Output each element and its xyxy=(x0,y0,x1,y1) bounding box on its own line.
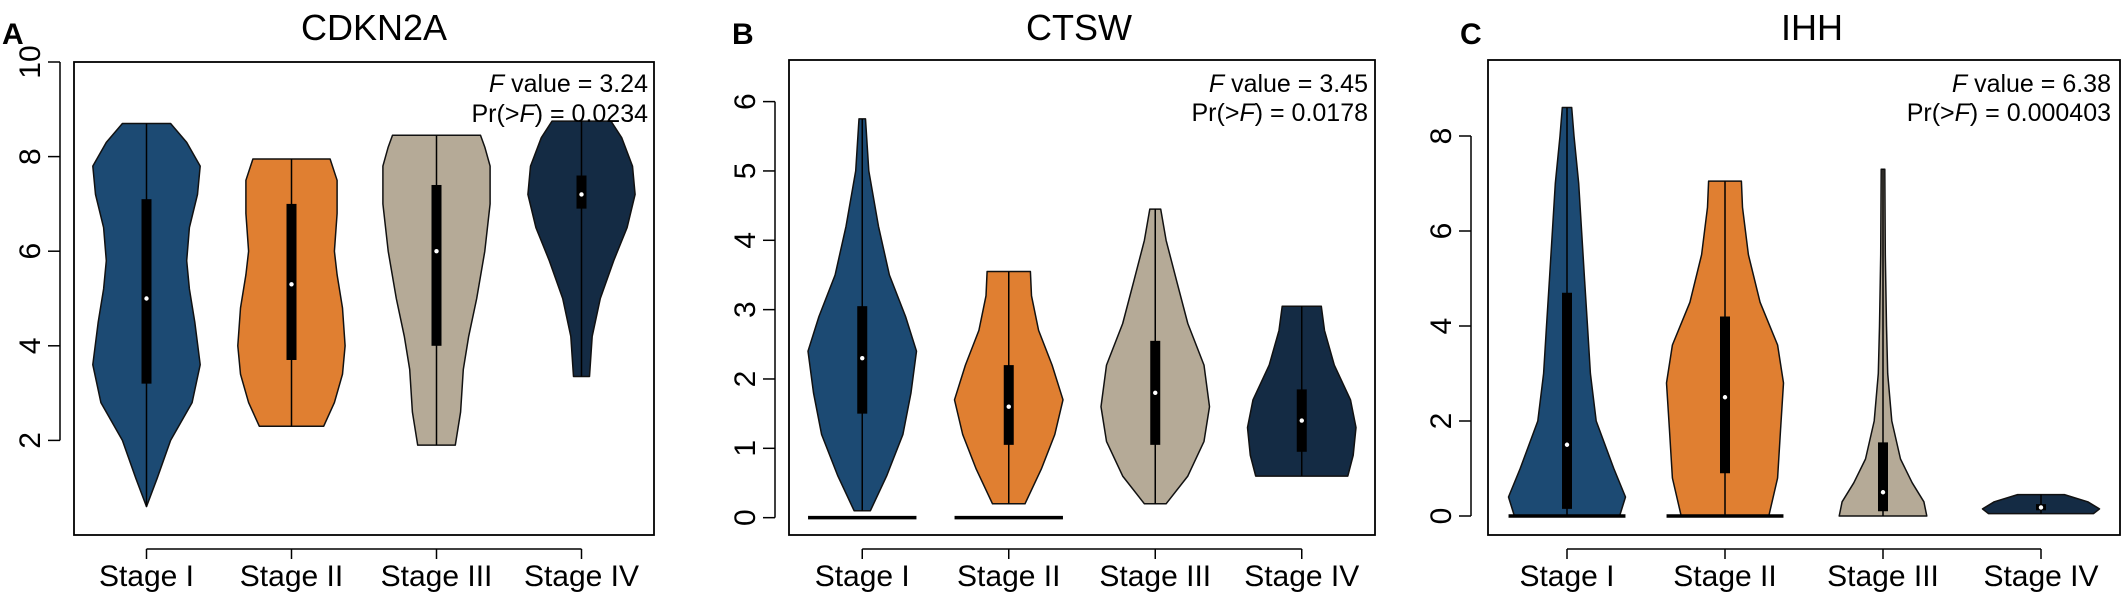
violin-iqr-box xyxy=(286,203,297,360)
violin-iqr-box xyxy=(1720,316,1730,474)
x-tick-label: Stage I xyxy=(99,560,194,593)
violin-median-point xyxy=(1299,418,1304,423)
f-value-annotation: F value = 6.38 xyxy=(1952,70,2111,98)
violin-iqr-box xyxy=(576,175,587,209)
violin-median-point xyxy=(2038,505,2044,510)
violin-median-point xyxy=(144,296,149,301)
plot-frame xyxy=(1487,59,2121,536)
panel-letter: A xyxy=(2,18,24,51)
violin-median-point xyxy=(1564,442,1570,447)
x-tick-label: Stage IV xyxy=(1244,560,1359,593)
y-tick-label: 2 xyxy=(14,432,47,449)
violin-median-point xyxy=(1153,390,1158,396)
f-value-annotation: F value = 3.24 xyxy=(489,70,648,98)
x-tick-label: Stage III xyxy=(1099,560,1211,593)
y-tick-label: 3 xyxy=(729,301,762,318)
violin-median-point xyxy=(289,282,294,287)
x-tick-label: Stage IV xyxy=(1983,560,2098,593)
y-tick-label: 8 xyxy=(14,148,47,165)
chart-title: CTSW xyxy=(1026,7,1132,48)
y-tick-label: 4 xyxy=(14,337,47,354)
violin-median-point xyxy=(434,249,439,254)
y-tick-label: 0 xyxy=(1425,508,1458,525)
chart-panel-a: A CDKN2A 2 4 6 8 10 Stage I Stage II Stage III Sta… xyxy=(2,7,655,593)
y-tick-label: 5 xyxy=(729,163,762,180)
y-tick-label: 6 xyxy=(729,93,762,110)
y-tick-label: 6 xyxy=(14,243,47,260)
y-tick-label: 8 xyxy=(1425,128,1458,145)
x-tick-label: Stage I xyxy=(1519,560,1614,593)
x-tick-label: Stage II xyxy=(957,560,1060,593)
plot-frame xyxy=(788,59,1376,536)
y-tick-label: 0 xyxy=(729,509,762,526)
chart-title: CDKN2A xyxy=(301,7,447,48)
x-tick-label: Stage III xyxy=(1827,560,1939,593)
violin-median-point xyxy=(1006,404,1011,409)
y-tick-label: 10 xyxy=(14,45,47,78)
p-value-annotation: Pr(>F) = 0.0178 xyxy=(1192,99,1369,127)
plot-frame xyxy=(73,61,655,536)
chart-panel-c: C IHH 0 2 4 6 8 Stage I Stage II Stage III Stage I… xyxy=(1425,7,2121,593)
y-tick-label: 4 xyxy=(1425,318,1458,335)
x-tick-label: Stage IV xyxy=(524,560,639,593)
x-tick-label: Stage II xyxy=(240,560,343,593)
y-tick-label: 6 xyxy=(1425,223,1458,240)
violin-median-point xyxy=(1880,490,1886,495)
violin-median-point xyxy=(579,192,584,197)
violin-iqr-box xyxy=(431,184,442,346)
chart-panel-b: B CTSW 0 1 2 3 4 5 6 Stage I Stage II Stage III Stag… xyxy=(729,7,1376,593)
violin-median-point xyxy=(1722,395,1728,400)
violin-median-point xyxy=(860,355,865,361)
y-tick-label: 2 xyxy=(1425,413,1458,430)
y-tick-label: 4 xyxy=(729,232,762,249)
panel-letter: B xyxy=(732,18,754,51)
y-tick-label: 1 xyxy=(729,440,762,457)
panel-letter: C xyxy=(1460,18,1482,51)
violin-iqr-box xyxy=(1878,442,1888,512)
x-tick-label: Stage II xyxy=(1673,560,1776,593)
x-tick-label: Stage I xyxy=(815,560,910,593)
violin-iqr-box xyxy=(141,199,152,384)
p-value-annotation: Pr(>F) = 0.0234 xyxy=(472,100,649,128)
p-value-annotation: Pr(>F) = 0.000403 xyxy=(1907,99,2111,127)
chart-title: IHH xyxy=(1781,7,1843,48)
violin-iqr-box xyxy=(1562,292,1572,509)
x-tick-label: Stage III xyxy=(381,560,493,593)
y-tick-label: 2 xyxy=(729,371,762,388)
f-value-annotation: F value = 3.45 xyxy=(1209,70,1368,98)
